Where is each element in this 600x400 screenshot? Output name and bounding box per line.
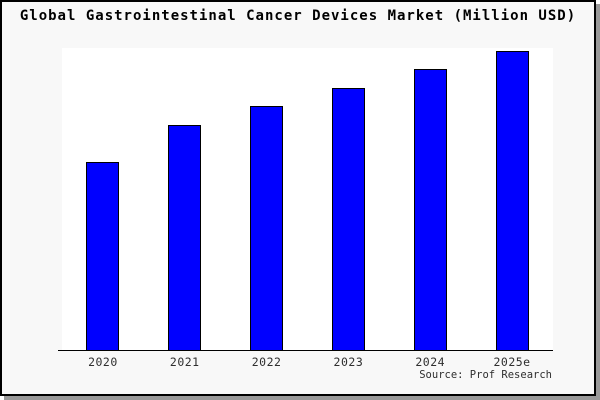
source-note: Source: Prof Research (419, 369, 552, 381)
bar-slot (471, 48, 553, 350)
x-tick-label-2022: 2022 (251, 355, 282, 369)
chart-title: Global Gastrointestinal Cancer Devices M… (19, 8, 577, 24)
bars-container (62, 48, 553, 350)
x-tick-label-2023: 2023 (333, 355, 364, 369)
bar-2020 (86, 162, 120, 350)
plot-area (62, 48, 553, 350)
x-axis-labels: 2020 2021 2022 2023 2024 2025e (62, 355, 553, 369)
bar-2022 (250, 106, 284, 350)
bar-2023 (331, 88, 365, 350)
x-tick-label-2024: 2024 (415, 355, 446, 369)
x-tick-label-2025e: 2025e (493, 355, 531, 369)
bar-slot (226, 48, 308, 350)
bar-slot (144, 48, 226, 350)
x-tick-label-2020: 2020 (88, 355, 118, 369)
bar-slot (307, 48, 389, 350)
bar-slot (389, 48, 471, 350)
bar-2021 (168, 125, 202, 350)
x-axis-line (58, 350, 553, 351)
bar-slot (62, 48, 144, 350)
bar-2025e (495, 51, 529, 350)
bar-2024 (413, 69, 447, 350)
x-tick-label-2021: 2021 (169, 355, 200, 369)
